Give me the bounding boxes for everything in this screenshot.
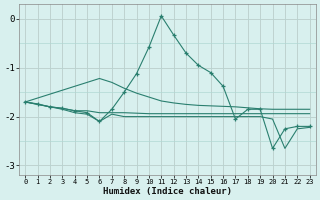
X-axis label: Humidex (Indice chaleur): Humidex (Indice chaleur): [103, 187, 232, 196]
